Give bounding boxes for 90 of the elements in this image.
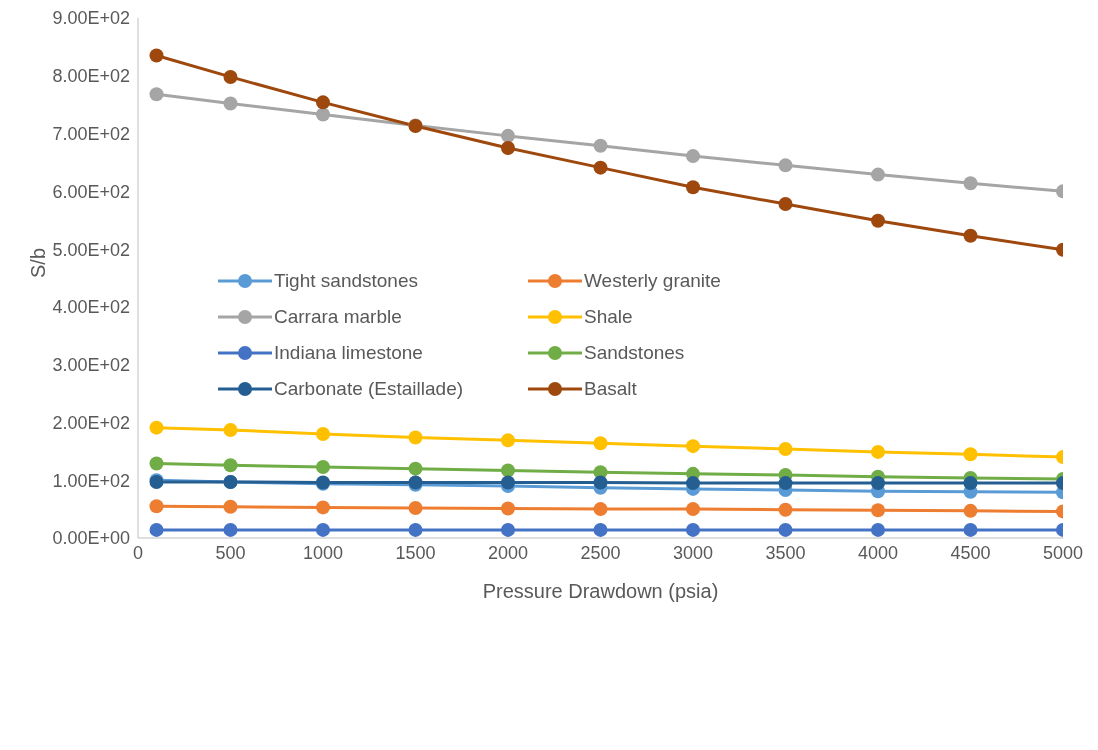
x-tick-label: 2500 bbox=[580, 542, 621, 563]
point bbox=[963, 503, 978, 518]
point bbox=[501, 463, 515, 478]
point bbox=[223, 422, 238, 437]
point bbox=[316, 95, 330, 110]
point bbox=[686, 180, 700, 195]
point bbox=[593, 502, 608, 517]
point bbox=[778, 197, 793, 212]
point bbox=[149, 522, 164, 537]
point bbox=[963, 447, 978, 462]
x-tick-label: 0 bbox=[132, 542, 144, 563]
point bbox=[223, 522, 238, 537]
point bbox=[963, 476, 978, 491]
point bbox=[223, 69, 238, 84]
x-tick-label: 1000 bbox=[302, 542, 344, 563]
point bbox=[963, 522, 978, 537]
point bbox=[223, 499, 238, 514]
point bbox=[501, 522, 515, 537]
point bbox=[149, 420, 164, 435]
point bbox=[501, 433, 515, 448]
point bbox=[778, 442, 793, 457]
point bbox=[316, 427, 330, 441]
point bbox=[778, 502, 793, 517]
legend-label: Sandstones bbox=[584, 342, 685, 364]
point bbox=[408, 500, 423, 515]
point bbox=[593, 160, 608, 175]
y-tick-label: 8.00E+02 bbox=[52, 66, 130, 87]
y-tick-label: 6.00E+02 bbox=[52, 181, 130, 202]
y-tick-label: 2.00E+02 bbox=[52, 412, 130, 433]
x-tick-label: 4500 bbox=[950, 542, 991, 563]
point bbox=[963, 176, 978, 191]
point bbox=[593, 436, 608, 451]
point bbox=[501, 475, 515, 490]
y-tick-label: 4.00E+02 bbox=[52, 297, 130, 318]
point bbox=[501, 501, 515, 516]
point bbox=[686, 149, 700, 164]
point bbox=[223, 458, 238, 473]
point bbox=[963, 228, 978, 243]
point bbox=[408, 461, 423, 476]
point bbox=[871, 503, 885, 518]
point bbox=[871, 522, 885, 537]
legend-label: Carrara marble bbox=[274, 306, 402, 328]
point bbox=[686, 439, 700, 454]
x-tick-label: 5000 bbox=[1042, 542, 1084, 563]
point bbox=[871, 213, 885, 228]
legend-label: Westerly granite bbox=[584, 270, 721, 292]
point bbox=[149, 456, 164, 471]
point bbox=[778, 522, 793, 537]
y-tick-label: 3.00E+02 bbox=[52, 355, 130, 376]
point bbox=[593, 475, 608, 490]
point bbox=[686, 476, 700, 491]
y-axis-title: S/b bbox=[27, 247, 50, 278]
point bbox=[223, 96, 238, 111]
point bbox=[408, 522, 423, 537]
point bbox=[686, 522, 700, 537]
x-tick-label: 3000 bbox=[672, 542, 714, 563]
y-tick-label: 7.00E+02 bbox=[52, 123, 130, 144]
point bbox=[778, 158, 793, 173]
point bbox=[778, 476, 793, 491]
y-tick-label: 9.00E+02 bbox=[52, 8, 130, 29]
point bbox=[149, 87, 164, 102]
point bbox=[871, 476, 885, 491]
point bbox=[316, 500, 330, 515]
legend-label: Tight sandstones bbox=[274, 270, 418, 292]
point bbox=[501, 128, 515, 143]
point bbox=[316, 522, 330, 537]
x-axis-title: Pressure Drawdown (psia) bbox=[482, 580, 719, 602]
y-tick-label: 5.00E+02 bbox=[52, 239, 130, 260]
legend-label: Basalt bbox=[584, 378, 637, 400]
point bbox=[871, 167, 885, 182]
point bbox=[501, 141, 515, 155]
point bbox=[149, 48, 164, 63]
point bbox=[408, 430, 423, 445]
point bbox=[871, 444, 885, 459]
point bbox=[686, 502, 700, 517]
y-tick-label: 0.00E+00 bbox=[52, 528, 130, 549]
point bbox=[316, 459, 330, 474]
x-tick-label: 500 bbox=[215, 542, 246, 563]
legend-label: Indiana limestone bbox=[274, 342, 423, 364]
point bbox=[149, 499, 164, 514]
x-tick-label: 2000 bbox=[487, 542, 529, 563]
x-tick-label: 4000 bbox=[857, 542, 899, 563]
legend-label: Shale bbox=[584, 306, 633, 328]
point bbox=[593, 522, 608, 537]
point bbox=[593, 138, 608, 153]
legend-label: Carbonate (Estaillade) bbox=[274, 378, 464, 400]
point bbox=[316, 107, 330, 122]
x-tick-label: 1500 bbox=[395, 542, 436, 563]
y-tick-label: 1.00E+02 bbox=[52, 470, 130, 491]
x-tick-label: 3500 bbox=[765, 542, 806, 563]
